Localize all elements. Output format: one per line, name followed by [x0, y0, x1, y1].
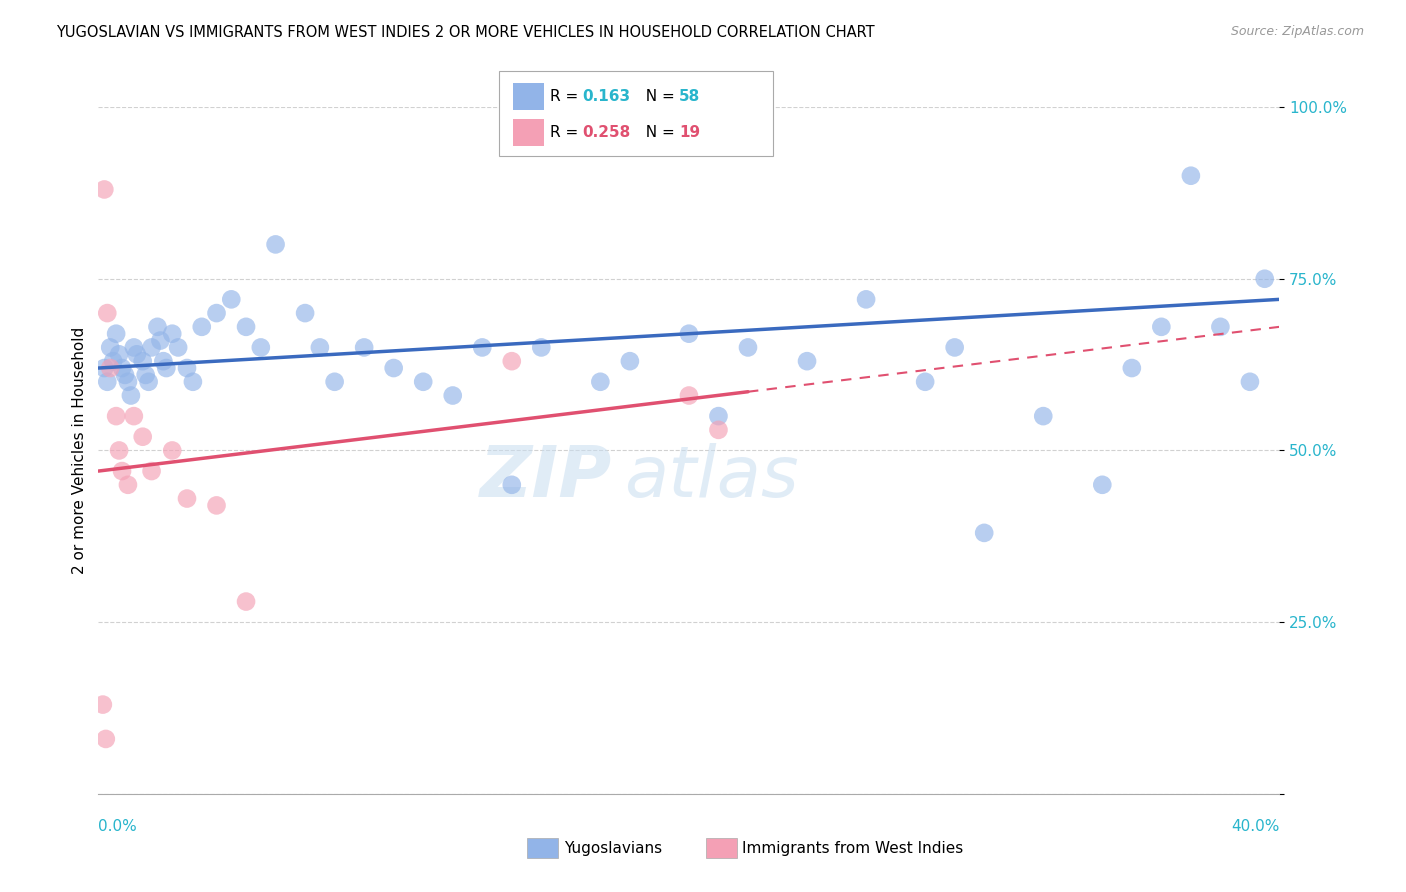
- Point: [125, 347, 148, 361]
- Point: [309, 340, 332, 354]
- Point: [91, 698, 114, 712]
- Text: 0.163: 0.163: [582, 89, 630, 104]
- Text: atlas: atlas: [624, 443, 799, 512]
- Point: [122, 340, 145, 354]
- Point: [103, 354, 125, 368]
- Text: Immigrants from West Indies: Immigrants from West Indies: [742, 841, 963, 855]
- Point: [707, 409, 730, 424]
- Point: [93, 182, 115, 196]
- Point: [98, 361, 121, 376]
- Point: [155, 361, 177, 376]
- Point: [167, 340, 190, 354]
- Point: [678, 326, 700, 341]
- Point: [264, 237, 287, 252]
- Point: [176, 361, 198, 376]
- Point: [132, 354, 155, 368]
- Point: [141, 464, 163, 478]
- Text: R =: R =: [550, 89, 583, 104]
- Text: 58: 58: [679, 89, 700, 104]
- Point: [530, 340, 553, 354]
- Text: 0.0%: 0.0%: [98, 819, 138, 834]
- Point: [114, 368, 136, 382]
- Point: [441, 388, 464, 402]
- Point: [111, 464, 134, 478]
- Point: [1209, 319, 1232, 334]
- Point: [162, 443, 183, 458]
- Point: [205, 306, 228, 320]
- Point: [162, 326, 183, 341]
- Point: [152, 354, 174, 368]
- Point: [117, 375, 139, 389]
- Point: [412, 375, 434, 389]
- Text: Source: ZipAtlas.com: Source: ZipAtlas.com: [1230, 25, 1364, 38]
- Point: [146, 319, 169, 334]
- Point: [117, 478, 139, 492]
- Point: [108, 443, 131, 458]
- Point: [135, 368, 157, 382]
- Point: [105, 409, 128, 424]
- Point: [1091, 478, 1114, 492]
- Point: [323, 375, 346, 389]
- Text: ZIP: ZIP: [479, 443, 612, 512]
- Point: [1150, 319, 1173, 334]
- Point: [1180, 169, 1202, 183]
- Point: [149, 334, 172, 348]
- Point: [471, 340, 494, 354]
- Point: [120, 388, 142, 402]
- Point: [250, 340, 273, 354]
- Point: [943, 340, 966, 354]
- Point: [96, 375, 118, 389]
- Text: YUGOSLAVIAN VS IMMIGRANTS FROM WEST INDIES 2 OR MORE VEHICLES IN HOUSEHOLD CORRE: YUGOSLAVIAN VS IMMIGRANTS FROM WEST INDI…: [56, 25, 875, 40]
- Y-axis label: 2 or more Vehicles in Household: 2 or more Vehicles in Household: [72, 326, 87, 574]
- Point: [181, 375, 204, 389]
- Point: [589, 375, 612, 389]
- Point: [501, 478, 523, 492]
- Point: [111, 361, 134, 376]
- Text: N =: N =: [636, 125, 679, 140]
- Point: [94, 731, 117, 746]
- Point: [1032, 409, 1054, 424]
- Point: [205, 499, 228, 513]
- Text: N =: N =: [636, 89, 679, 104]
- Point: [191, 319, 214, 334]
- Point: [108, 347, 131, 361]
- Point: [176, 491, 198, 506]
- Point: [132, 430, 155, 444]
- Point: [294, 306, 316, 320]
- Point: [973, 525, 995, 540]
- Text: Yugoslavians: Yugoslavians: [564, 841, 662, 855]
- Point: [141, 340, 163, 354]
- Point: [105, 326, 128, 341]
- Point: [707, 423, 730, 437]
- Point: [1254, 271, 1277, 285]
- Text: 40.0%: 40.0%: [1232, 819, 1279, 834]
- Text: R =: R =: [550, 125, 583, 140]
- Point: [796, 354, 818, 368]
- Point: [737, 340, 759, 354]
- Point: [96, 306, 118, 320]
- Point: [619, 354, 641, 368]
- Point: [93, 361, 115, 376]
- Point: [98, 340, 121, 354]
- Point: [914, 375, 936, 389]
- Point: [353, 340, 375, 354]
- Point: [235, 319, 257, 334]
- Point: [501, 354, 523, 368]
- Point: [1239, 375, 1261, 389]
- Point: [1121, 361, 1143, 376]
- Point: [221, 293, 243, 307]
- Point: [855, 293, 877, 307]
- Point: [138, 375, 160, 389]
- Text: 0.258: 0.258: [582, 125, 630, 140]
- Point: [235, 594, 257, 608]
- Text: 19: 19: [679, 125, 700, 140]
- Point: [678, 388, 700, 402]
- Point: [382, 361, 405, 376]
- Point: [122, 409, 145, 424]
